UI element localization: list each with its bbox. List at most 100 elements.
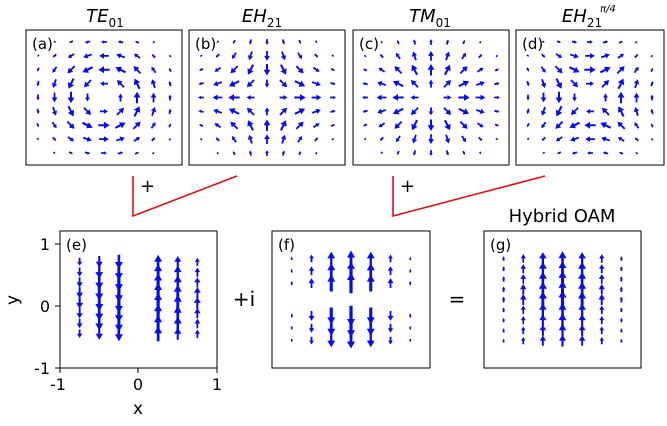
panel-label-g: (g) (490, 236, 511, 254)
field-b-arrow-11 (212, 94, 223, 101)
field-a-arrow-75 (168, 123, 172, 128)
field-a-arrows (36, 40, 172, 155)
field-b-arrow-47 (279, 95, 288, 100)
field-c-arrow-8 (379, 54, 384, 59)
field-d-arrow-44 (600, 53, 610, 59)
field-a-arrow-26 (83, 53, 93, 59)
field-a-arrow-49 (114, 122, 126, 129)
field-e-arrow-10 (95, 275, 104, 290)
field-g-arrow-41 (578, 303, 586, 316)
field-g-arrow-56 (619, 276, 623, 282)
field-c-arrow-53 (461, 52, 467, 60)
field-d-arrow-47 (603, 93, 608, 102)
field-a-arrow-74 (168, 108, 172, 115)
field-d-arrow-18 (554, 65, 563, 74)
field-g-arrow-61 (620, 328, 623, 333)
field-g-arrow-21 (538, 281, 547, 297)
panel-label-f: (f) (278, 236, 295, 254)
field-a-arrow-71 (168, 67, 172, 72)
field-c-arrow-50 (444, 134, 451, 144)
field-b-arrow-39 (264, 107, 270, 116)
field-e-arrow-38 (173, 316, 182, 331)
field-f-arrow-8 (308, 278, 315, 288)
field-a-arrow-70 (169, 54, 172, 58)
field-d-arrow-17 (555, 53, 563, 58)
field-d-arrow-48 (601, 107, 610, 116)
field-d-arrow-69 (635, 152, 639, 155)
field-d-arrow-4 (526, 108, 530, 114)
field-g-arrow-1 (502, 266, 506, 272)
field-e-arrow-24 (154, 254, 163, 269)
field-b-arrow-22 (230, 121, 239, 130)
field-f-arrows (290, 250, 412, 349)
field-b-arrow-52 (298, 39, 302, 44)
field-d-arrow-9 (540, 66, 546, 73)
field-e-arrow-26 (154, 273, 163, 292)
field-c-arrow-20 (392, 94, 404, 101)
field-b-arrow-62 (314, 53, 319, 58)
field-a-arrow-58 (132, 121, 141, 130)
field-b-arrow-24 (232, 151, 236, 156)
field-b-arrow-8 (215, 53, 220, 58)
field-g-arrow-34 (558, 324, 567, 337)
field-b-arrow-32 (247, 134, 254, 144)
field-g-arrow-46 (599, 264, 605, 274)
field-g-arrow-11 (520, 274, 527, 284)
field-c-arrow-12 (377, 108, 387, 114)
field-b-arrow-40 (263, 119, 271, 131)
field-g-arrow-19 (538, 262, 547, 276)
field-g-arrow-37 (578, 262, 587, 276)
field-c-arrow-40 (427, 119, 435, 131)
field-b-arrow-10 (213, 81, 223, 87)
field-e-arrow-46 (194, 318, 201, 329)
field-d-arrow-28 (570, 79, 579, 88)
field-c-arrow-22 (394, 121, 403, 129)
connector-cd (392, 175, 546, 218)
field-a-arrow-62 (151, 54, 156, 59)
field-b-arrow-60 (298, 151, 302, 156)
field-c-arrow-39 (428, 107, 434, 116)
field-d-arrow-55 (617, 78, 625, 90)
field-e-arrow-0 (77, 257, 83, 266)
field-e-arrow-42 (194, 277, 201, 288)
field-b-arrow-18 (230, 65, 239, 74)
field-d-arrow-0 (526, 54, 529, 57)
field-d-arrow-49 (600, 122, 612, 129)
field-e-arrow-41 (194, 267, 201, 277)
field-d-arrow-39 (586, 109, 594, 114)
field-d-arrow-65 (633, 92, 640, 103)
field-g-arrow-38 (578, 271, 587, 287)
panel-label-b: (b) (195, 35, 216, 53)
field-b-arrow-63 (312, 66, 320, 72)
field-d-arrow-57 (617, 106, 625, 117)
field-b-arrow-6 (199, 138, 203, 141)
field-e-arrow-14 (95, 316, 104, 331)
field-a-arrow-69 (151, 152, 155, 155)
field-f-arrow-40 (409, 326, 412, 331)
field-c-arrow-7 (380, 40, 383, 44)
field-b-arrow-27 (247, 64, 254, 75)
field-a-arrow-46 (116, 80, 125, 88)
field-f-arrow-0 (290, 256, 293, 260)
field-g-arrow-18 (539, 252, 547, 265)
field-b-arrow-9 (214, 66, 222, 72)
field-a-arrow-37 (100, 81, 108, 86)
field-f-arrow-9 (308, 311, 315, 321)
field-f-arrow-37 (409, 268, 412, 273)
field-d-arrow-2 (526, 80, 530, 87)
field-c-arrow-9 (378, 67, 386, 73)
field-c-arrow-18 (394, 66, 403, 74)
panel-label-e: (e) (66, 236, 87, 254)
field-c-arrow-60 (462, 150, 466, 155)
field-e-arrow-7 (77, 329, 83, 338)
field-g-arrow-9 (520, 254, 526, 263)
field-c-arrow-37 (428, 79, 434, 88)
field-f-arrow-30 (388, 254, 393, 263)
field-g-arrow-28 (558, 261, 567, 277)
field-b-arrow-33 (248, 150, 253, 156)
field-b-arrow-23 (231, 136, 237, 143)
field-b-arrow-74 (330, 109, 336, 113)
field-c-arrow-48 (443, 107, 452, 115)
field-e-arrow-47 (194, 329, 200, 338)
